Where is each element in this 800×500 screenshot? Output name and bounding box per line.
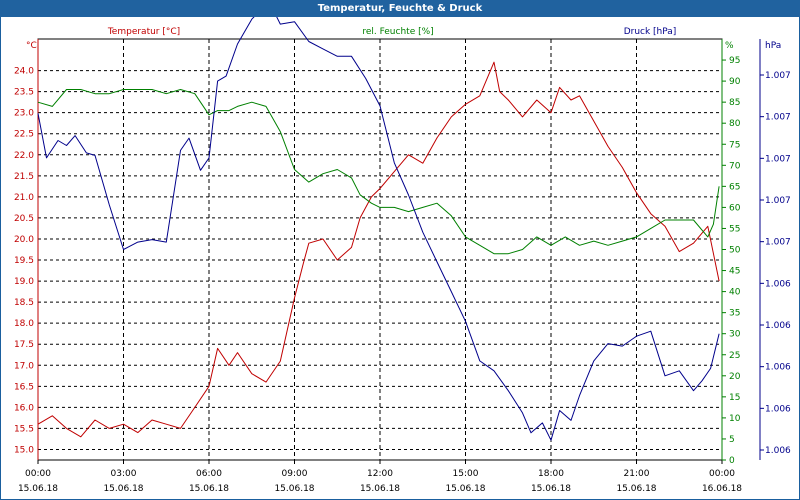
pressure-tick-label: 1.006 <box>765 446 791 456</box>
temperature-axis-title: Temperatur [°C] <box>107 27 180 37</box>
humidity-tick-label: 65 <box>729 182 740 192</box>
pressure-series-line <box>37 17 720 441</box>
pressure-tick-label: 1.006 <box>765 363 791 373</box>
temperature-unit-label: °C <box>26 41 37 51</box>
axes: 15.0 15.5 16.0 16.5 17.0 17.5 18.0 18.5 19.0 19.5… <box>14 38 791 494</box>
temperature-tick-label: 19.5 <box>14 256 34 266</box>
x-tick-time-label: 15:00 <box>453 469 479 479</box>
humidity-series-line <box>37 89 720 255</box>
pressure-tick-label: 1.007 <box>765 113 791 123</box>
temperature-tick-label: 16.0 <box>14 403 34 413</box>
humidity-tick-label: 30 <box>729 330 741 340</box>
x-tick-time-label: 21:00 <box>624 469 650 479</box>
x-tick-time-label: 00:00 <box>709 469 735 479</box>
temperature-tick-label: 17.0 <box>14 361 34 371</box>
temperature-tick-label: 15.0 <box>14 445 34 455</box>
x-tick-time-label: 18:00 <box>538 469 564 479</box>
temperature-tick-label: 17.5 <box>14 340 34 350</box>
x-tick-time-label: 06:00 <box>196 469 222 479</box>
pressure-tick-label: 1.006 <box>765 321 791 331</box>
x-tick-time-label: 09:00 <box>282 469 308 479</box>
pressure-tick-label: 1.007 <box>765 71 791 81</box>
window-title: Temperatur, Feuchte & Druck <box>0 0 800 17</box>
pressure-tick-label: 1.007 <box>765 154 791 164</box>
pressure-unit-label: hPa <box>765 41 781 51</box>
humidity-tick-label: 75 <box>729 140 740 150</box>
pressure-tick-label: 1.007 <box>765 196 791 206</box>
humidity-tick-label: 15 <box>729 393 740 403</box>
x-tick-date-label: 16.06.18 <box>702 484 742 494</box>
humidity-tick-label: 85 <box>729 98 740 108</box>
x-tick-time-label: 12:00 <box>367 469 393 479</box>
humidity-tick-label: 90 <box>729 77 741 87</box>
temperature-tick-label: 18.5 <box>14 298 34 308</box>
temperature-tick-label: 23.0 <box>14 109 34 119</box>
temperature-series-line <box>37 61 720 438</box>
temperature-tick-label: 15.5 <box>14 424 34 434</box>
x-tick-date-label: 15.06.18 <box>18 484 58 494</box>
humidity-tick-label: 5 <box>729 435 735 445</box>
x-tick-date-label: 15.06.18 <box>616 484 656 494</box>
humidity-tick-label: 35 <box>729 309 740 319</box>
x-tick-date-label: 15.06.18 <box>103 484 143 494</box>
humidity-tick-label: 45 <box>729 267 740 277</box>
grid-lines <box>38 39 722 460</box>
temperature-tick-label: 18.0 <box>14 319 34 329</box>
pressure-axis-title: Druck [hPa] <box>624 27 677 37</box>
humidity-unit-label: % <box>725 41 734 51</box>
temperature-tick-label: 24.0 <box>14 67 34 77</box>
x-tick-time-label: 00:00 <box>25 469 51 479</box>
temperature-tick-label: 22.5 <box>14 130 34 140</box>
humidity-tick-label: 95 <box>729 56 740 66</box>
chart: 15.0 15.5 16.0 16.5 17.0 17.5 18.0 18.5 19.0 19.5… <box>14 17 791 494</box>
temperature-tick-label: 21.0 <box>14 193 34 203</box>
humidity-tick-label: 0 <box>729 456 735 466</box>
humidity-axis-title: rel. Feuchte [%] <box>362 27 433 37</box>
pressure-tick-label: 1.007 <box>765 238 791 248</box>
humidity-tick-label: 50 <box>729 246 741 256</box>
humidity-tick-label: 40 <box>729 288 741 298</box>
humidity-tick-label: 60 <box>729 203 741 213</box>
x-tick-date-label: 15.06.18 <box>189 484 229 494</box>
temperature-tick-label: 22.0 <box>14 151 34 161</box>
humidity-tick-label: 20 <box>729 372 741 382</box>
x-tick-time-label: 03:00 <box>111 469 137 479</box>
humidity-tick-label: 70 <box>729 161 741 171</box>
temperature-tick-label: 21.5 <box>14 172 34 182</box>
x-tick-date-label: 15.06.18 <box>531 484 571 494</box>
humidity-tick-label: 10 <box>729 414 741 424</box>
temperature-tick-label: 23.5 <box>14 88 34 98</box>
pressure-tick-label: 1.006 <box>765 404 791 414</box>
series-lines <box>37 17 720 441</box>
humidity-tick-label: 55 <box>729 224 740 234</box>
x-tick-date-label: 15.06.18 <box>445 484 485 494</box>
temperature-tick-label: 19.0 <box>14 277 34 287</box>
x-tick-date-label: 15.06.18 <box>360 484 400 494</box>
temperature-tick-label: 20.0 <box>14 235 34 245</box>
x-tick-date-label: 15.06.18 <box>274 484 314 494</box>
humidity-tick-label: 80 <box>729 119 741 129</box>
temperature-tick-label: 16.5 <box>14 382 34 392</box>
pressure-tick-label: 1.006 <box>765 279 791 289</box>
humidity-tick-label: 25 <box>729 351 740 361</box>
temperature-tick-label: 20.5 <box>14 214 34 224</box>
